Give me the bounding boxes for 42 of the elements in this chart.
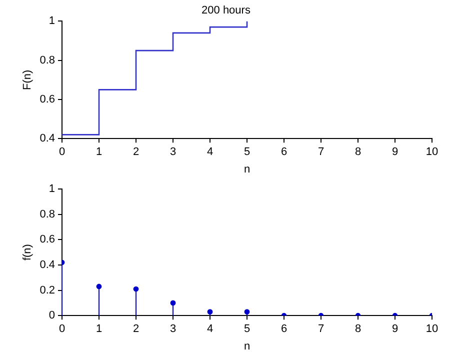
x-tick-label: 9: [392, 146, 398, 158]
x-tick-label: 0: [58, 146, 66, 158]
x-tick-label: 4: [206, 146, 214, 158]
x-tick-label: 9: [392, 323, 398, 336]
y-tick-label: 0.4: [40, 132, 55, 145]
y-tick-label: 0.8: [40, 208, 55, 220]
chart-title: 200 hours: [202, 4, 251, 17]
x-tick-label: 1: [96, 146, 102, 158]
x-tick-label: 5: [244, 323, 250, 336]
y-tick-label: 0.6: [40, 234, 55, 246]
x-tick-label: 2: [132, 146, 140, 158]
y-tick-label: 0.6: [40, 94, 55, 106]
x-tick-label: 8: [354, 323, 362, 336]
point: [244, 309, 250, 314]
y-tick-label: 0.4: [40, 258, 55, 271]
y-tick-label: 0.8: [40, 54, 55, 66]
y-axis-title: F(n): [22, 70, 34, 90]
x-tick-label: 1: [96, 323, 102, 336]
point: [96, 284, 102, 290]
x-axis-title: n: [244, 340, 250, 352]
y-tick-label: 0: [48, 310, 55, 322]
x-tick-label: 3: [170, 146, 176, 158]
y-tick-label: 1: [48, 15, 55, 28]
x-tick-label: 10: [426, 323, 438, 336]
y-tick-label: 1: [48, 183, 55, 196]
point: [207, 309, 213, 314]
x-tick-label: 0: [58, 323, 66, 336]
x-tick-label: 7: [318, 323, 324, 336]
x-axis-title: n: [244, 163, 250, 176]
x-tick-label: 3: [170, 323, 176, 336]
x-tick-label: 5: [244, 146, 250, 158]
x-tick-label: 8: [354, 146, 362, 158]
point: [133, 286, 139, 292]
x-tick-label: 7: [318, 146, 324, 158]
x-tick-label: 2: [132, 323, 140, 336]
x-tick-label: 10: [426, 146, 438, 158]
x-tick-label: 6: [280, 323, 288, 336]
y-axis-title: f(n): [22, 244, 34, 261]
y-tick-label: 0.2: [40, 284, 55, 296]
x-tick-label: 4: [206, 323, 214, 336]
point: [170, 300, 176, 306]
x-tick-label: 6: [280, 146, 288, 158]
